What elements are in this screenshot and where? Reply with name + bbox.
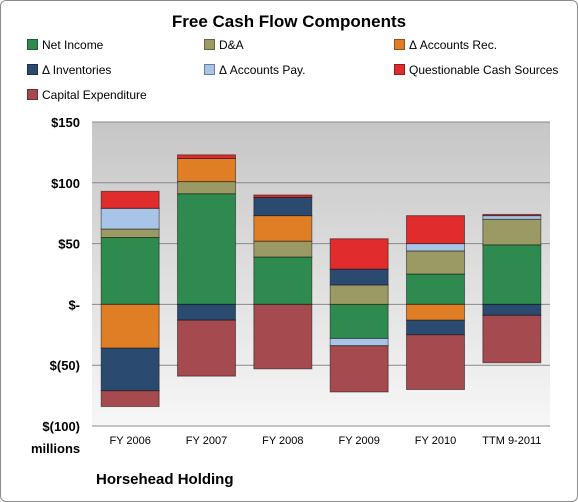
y-tick-label: $- bbox=[68, 297, 80, 312]
legend-swatch bbox=[27, 39, 38, 50]
legend-swatch bbox=[394, 64, 405, 75]
bar-segment bbox=[177, 319, 236, 377]
bar-segment bbox=[406, 215, 465, 245]
legend-label: Δ Accounts Rec. bbox=[409, 38, 498, 52]
company-name: Horsehead Holding bbox=[96, 471, 234, 488]
bar-segment bbox=[253, 194, 313, 198]
bar-segment bbox=[100, 190, 160, 209]
plot-area bbox=[92, 122, 550, 426]
bar-segment bbox=[482, 244, 542, 305]
bar-segment bbox=[177, 181, 236, 195]
legend-swatch bbox=[27, 89, 38, 100]
legend-swatch bbox=[204, 39, 215, 50]
gridlines bbox=[92, 121, 550, 427]
x-tick-label: FY 2008 bbox=[262, 435, 303, 447]
legend-swatch bbox=[204, 64, 215, 75]
bar-segment bbox=[329, 337, 389, 347]
x-tick-label: FY 2007 bbox=[186, 435, 227, 447]
x-tick-label: FY 2006 bbox=[109, 435, 150, 447]
bar-segment bbox=[100, 207, 160, 230]
bar-segment bbox=[482, 213, 542, 217]
bars bbox=[100, 154, 542, 408]
bar-segment bbox=[177, 193, 236, 305]
legend-item-da: D&A bbox=[204, 38, 244, 52]
bar-segment bbox=[329, 284, 389, 305]
bar-segment bbox=[406, 243, 465, 252]
bar-segment bbox=[482, 215, 542, 220]
legend-item-capex: Capital Expenditure bbox=[27, 88, 147, 102]
legend-label: Capital Expenditure bbox=[42, 88, 147, 102]
bar-segment bbox=[406, 319, 465, 336]
bar-segment bbox=[329, 303, 389, 339]
bar-segment bbox=[100, 347, 160, 392]
bar-segment bbox=[406, 273, 465, 305]
x-axis-ticks: FY 2006 FY 2007 FY 2008 FY 2009 FY 2010 TTM 9… bbox=[109, 435, 541, 447]
x-tick-label: FY 2009 bbox=[338, 435, 379, 447]
bar-segment bbox=[482, 314, 542, 364]
bar-segment bbox=[482, 218, 542, 246]
legend-item-accounts-pay: Δ Accounts Pay. bbox=[204, 63, 306, 77]
x-tick-label: FY 2010 bbox=[415, 435, 456, 447]
bar-segment bbox=[100, 228, 160, 239]
bar-segment bbox=[253, 240, 313, 258]
bar-segment bbox=[253, 303, 313, 370]
bar-segment bbox=[177, 157, 236, 183]
y-tick-label: $100 bbox=[51, 176, 80, 191]
legend-item-accounts-rec: Δ Accounts Rec. bbox=[394, 38, 497, 52]
legend-item-net-income: Net Income bbox=[27, 38, 103, 52]
bar-segment bbox=[177, 303, 236, 321]
legend-label: Questionable Cash Sources bbox=[409, 63, 559, 77]
bar-segment bbox=[329, 238, 389, 270]
bar-segment bbox=[100, 237, 160, 305]
bar-segment bbox=[482, 303, 542, 316]
legend-label: Δ Inventories bbox=[42, 63, 112, 77]
legend-item-inventories: Δ Inventories bbox=[27, 63, 111, 77]
legend-swatch bbox=[394, 39, 405, 50]
bar-segment bbox=[100, 390, 160, 408]
bar-segment bbox=[406, 303, 465, 321]
y-tick-label: $(50) bbox=[50, 358, 80, 373]
legend-label: Δ Accounts Pay. bbox=[219, 63, 306, 77]
bar-segment bbox=[253, 196, 313, 217]
y-tick-label: $(100) bbox=[42, 419, 80, 434]
bar-segment bbox=[329, 268, 389, 286]
legend-swatch bbox=[27, 64, 38, 75]
y-tick-label: $50 bbox=[58, 237, 80, 252]
bar-segment bbox=[253, 256, 313, 305]
bar-segment bbox=[406, 250, 465, 275]
legend-label: Net Income bbox=[42, 38, 104, 52]
legend-label: D&A bbox=[219, 38, 244, 52]
bar-segment bbox=[100, 303, 160, 349]
y-axis-ticks: $150 $100 $50 $- $(50) $(100) bbox=[42, 115, 80, 434]
bar-segment bbox=[177, 154, 236, 159]
bar-segment bbox=[253, 215, 313, 242]
chart-title: Free Cash Flow Components bbox=[171, 12, 407, 31]
x-tick-label: TTM 9-2011 bbox=[482, 435, 541, 447]
legend-item-questionable-cash: Questionable Cash Sources bbox=[394, 63, 558, 77]
units-label: millions bbox=[31, 441, 81, 456]
bar-segment bbox=[406, 334, 465, 391]
y-tick-label: $150 bbox=[51, 115, 80, 130]
bar-segment bbox=[329, 345, 389, 393]
